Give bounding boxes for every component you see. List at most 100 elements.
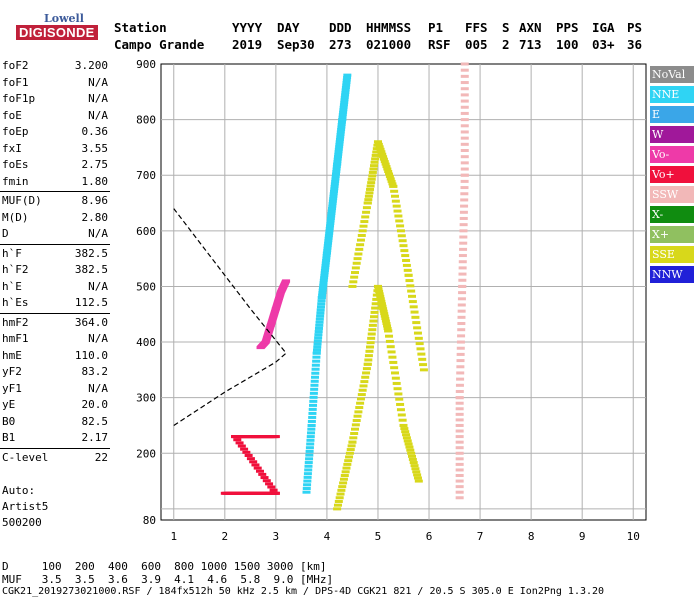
echo-mark	[417, 352, 426, 356]
echo-mark	[324, 234, 333, 238]
echo-mark	[414, 336, 423, 340]
echo-mark	[368, 170, 377, 174]
echo-mark	[333, 503, 342, 507]
echo-mark	[324, 241, 333, 245]
echo-mark	[317, 296, 326, 300]
echo-mark	[322, 258, 331, 262]
echo-mark	[460, 149, 469, 153]
legend-item: Vo+	[650, 166, 694, 183]
echo-mark	[342, 83, 351, 87]
echo-mark	[326, 216, 335, 220]
echo-mark	[381, 319, 390, 323]
echo-mark	[460, 124, 469, 128]
echo-mark	[386, 177, 395, 181]
echo-mark	[335, 140, 344, 144]
echo-mark	[402, 263, 411, 267]
echo-mark	[387, 350, 396, 354]
footer-muf-row: MUF 3.5 3.5 3.6 3.9 4.1 4.6 5.8 9.0 [MHz…	[2, 573, 334, 586]
param-row: fxI 3.55	[2, 141, 108, 157]
echo-mark	[313, 342, 322, 346]
param-label: hmE	[2, 348, 22, 362]
legend-item: NoVal	[650, 66, 694, 83]
echo-mark	[271, 491, 280, 495]
echo-mark	[325, 231, 334, 235]
echo-mark	[460, 93, 469, 97]
legend-item: NNE	[650, 86, 694, 103]
auto-label: Auto:	[2, 484, 36, 497]
echo-mark	[408, 454, 417, 458]
header-label-p1: P1	[428, 20, 444, 35]
echo-mark	[457, 309, 466, 313]
echo-mark	[376, 147, 385, 151]
x-tick-label: 3	[273, 530, 280, 543]
echo-mark	[368, 174, 377, 178]
echo-mark	[408, 294, 417, 298]
echo-mark	[333, 155, 342, 159]
logo-top-text: Lowell	[44, 12, 84, 25]
echo-mark	[460, 68, 469, 72]
legend-item: E	[650, 106, 694, 123]
echo-mark	[369, 167, 378, 171]
echo-mark	[411, 467, 420, 471]
echo-mark	[377, 150, 386, 154]
echo-mark	[455, 423, 464, 427]
echo-mark	[456, 377, 465, 381]
echo-mark	[385, 334, 394, 338]
echo-mark	[334, 147, 343, 151]
echo-mark	[418, 357, 427, 361]
echo-mark	[460, 99, 469, 103]
y-tick-label: 300	[136, 392, 156, 405]
echo-mark	[391, 376, 400, 380]
echo-mark	[360, 220, 369, 224]
logo-bottom-text: DIGISONDE	[16, 25, 98, 40]
param-label: yF2	[2, 365, 22, 378]
echo-mark	[302, 490, 311, 494]
echo-mark	[457, 334, 466, 338]
echo-mark	[456, 371, 465, 375]
echo-mark	[361, 375, 370, 379]
echo-mark	[324, 236, 333, 240]
echo-mark	[394, 392, 403, 396]
echo-mark	[413, 326, 422, 330]
echo-mark	[403, 439, 412, 443]
echo-mark	[356, 243, 365, 247]
param-value: N/A	[88, 92, 108, 105]
echo-mark	[362, 210, 371, 214]
echo-mark	[373, 284, 382, 288]
echo-mark	[332, 170, 341, 174]
echo-mark	[370, 160, 379, 164]
echo-mark	[249, 460, 258, 464]
echo-mark	[340, 98, 349, 102]
y-tick-label: 80	[143, 514, 156, 527]
echo-mark	[342, 466, 351, 470]
echo-mark	[312, 348, 321, 352]
x-tick-label: 6	[426, 530, 433, 543]
y-tick-label: 900	[136, 58, 156, 71]
echo-mark	[455, 383, 464, 387]
echo-mark	[390, 194, 399, 198]
echo-mark	[460, 118, 469, 122]
echo-mark	[322, 251, 331, 255]
echo-mark	[304, 464, 313, 468]
echo-mark	[336, 130, 345, 134]
echo-mark	[370, 310, 379, 314]
echo-mark	[337, 127, 346, 131]
echo-mark	[303, 472, 312, 476]
param-label: MUF(D)	[2, 194, 42, 207]
echo-mark	[364, 358, 373, 362]
echo-mark	[338, 113, 347, 117]
echo-mark	[384, 329, 393, 333]
echo-mark	[393, 209, 402, 213]
echo-mark	[405, 445, 414, 449]
echo-mark	[411, 315, 420, 319]
echo-mark	[341, 85, 350, 89]
echo-mark	[363, 362, 372, 366]
echo-mark	[242, 450, 251, 454]
echo-mark	[331, 177, 340, 181]
echo-mark	[318, 288, 327, 292]
echo-mark	[404, 442, 413, 446]
echo-mark	[353, 414, 362, 418]
echo-mark	[305, 457, 314, 461]
echo-mark	[348, 440, 357, 444]
echo-mark	[351, 271, 359, 275]
